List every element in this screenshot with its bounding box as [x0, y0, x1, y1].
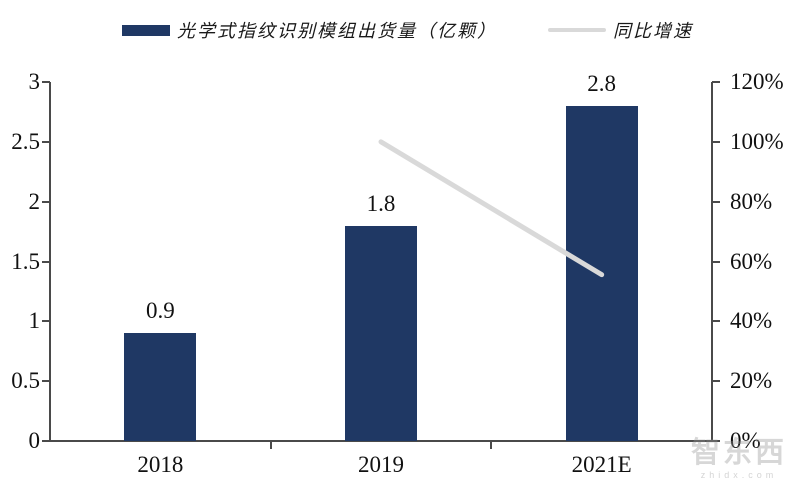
x-axis-label-2018: 2018: [137, 452, 184, 477]
bar-2019: [345, 225, 417, 441]
left-axis-tick-label: 2.5: [11, 128, 40, 154]
bar-value-label: 2.8: [587, 70, 617, 96]
right-axis-tick-label: 40%: [730, 308, 773, 334]
right-axis-tick-label: 20%: [730, 368, 773, 394]
left-axis-line: [49, 82, 51, 442]
left-axis-tick: [42, 81, 50, 83]
left-axis-tick: [42, 140, 50, 143]
watermark-url: zhidx.com: [700, 470, 778, 480]
left-axis-tick: [42, 320, 50, 323]
right-axis-tick: [712, 440, 720, 442]
left-axis-tick: [42, 200, 50, 203]
bar-2018: [124, 333, 197, 441]
left-axis-tick-label: 1.5: [11, 248, 40, 274]
x-axis-label-2019: 2019: [358, 452, 404, 477]
bar-2021E: [565, 105, 638, 441]
legend-item-shipments: 光学式指纹识别模组出货量（亿颗）: [122, 17, 497, 43]
x-axis-tick: [490, 441, 493, 449]
bar-value-label: 1.8: [366, 190, 396, 216]
legend-item-growth: 同比增速: [548, 17, 693, 43]
legend-label-growth: 同比增速: [613, 21, 693, 41]
right-axis-tick-label: 60%: [730, 248, 773, 274]
left-axis-tick-label: 0: [28, 428, 41, 453]
left-axis-tick-label: 0.5: [11, 368, 40, 394]
right-axis-tick-label: 100%: [730, 128, 784, 154]
line-legend-swatch-icon: [548, 28, 606, 32]
right-axis-tick-label: 80%: [730, 188, 773, 214]
left-axis-tick-label: 1: [28, 308, 41, 334]
left-axis-tick-label: 3: [28, 69, 41, 94]
right-axis-tick: [712, 380, 720, 383]
legend-label-shipments: 光学式指纹识别模组出货量（亿颗）: [177, 21, 497, 41]
right-axis-tick: [712, 320, 720, 323]
right-axis-tick: [712, 200, 720, 203]
right-axis-tick: [712, 260, 720, 263]
x-axis-tick: [269, 441, 272, 449]
left-axis-tick: [42, 260, 50, 263]
right-axis-tick-label: 120%: [730, 69, 784, 94]
bar-value-label: 0.9: [145, 298, 175, 324]
left-axis-tick: [42, 380, 50, 383]
right-axis-tick: [712, 140, 720, 143]
right-axis-tick: [712, 81, 720, 83]
x-axis-label-2021E: 2021E: [571, 452, 632, 477]
left-axis-tick-label: 2: [28, 188, 41, 214]
bottom-axis-line: [49, 440, 713, 442]
left-axis-tick: [42, 440, 50, 442]
right-axis-tick-label: 0%: [730, 428, 761, 453]
bar-legend-swatch-icon: [122, 24, 170, 36]
